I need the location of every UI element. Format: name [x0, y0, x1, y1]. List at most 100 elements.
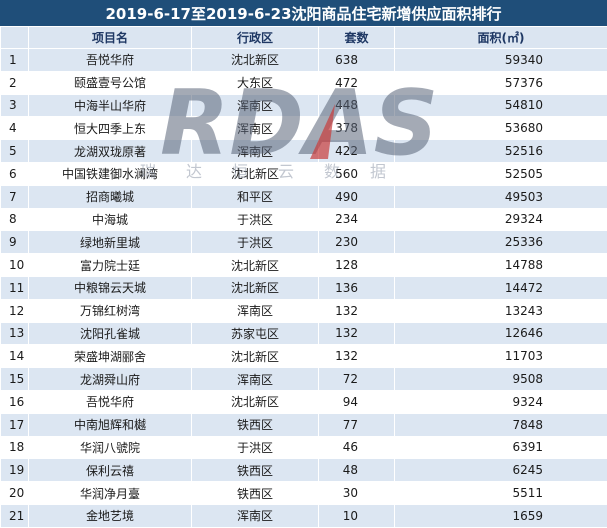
- rank-cell: 5: [1, 140, 29, 163]
- project-name-cell: 绿地新里城: [29, 231, 192, 254]
- district-cell: 浑南区: [192, 94, 319, 117]
- district-cell: 大东区: [192, 71, 319, 94]
- area-cell: 53680: [395, 117, 607, 140]
- area-cell: 5511: [395, 482, 607, 505]
- area-cell: 6245: [395, 459, 607, 482]
- unit-count-cell: 638: [319, 49, 395, 72]
- header-rank: [1, 27, 29, 49]
- area-cell: 57376: [395, 71, 607, 94]
- table-title: 2019-6-17至2019-6-23沈阳商品住宅新增供应面积排行: [0, 0, 607, 26]
- district-cell: 沈北新区: [192, 162, 319, 185]
- area-cell: 59340: [395, 49, 607, 72]
- rank-cell: 16: [1, 390, 29, 413]
- rank-cell: 14: [1, 345, 29, 368]
- project-name-cell: 保利云禧: [29, 459, 192, 482]
- project-name-cell: 中国铁建御水澜湾: [29, 162, 192, 185]
- unit-count-cell: 77: [319, 413, 395, 436]
- project-name-cell: 龙湖舜山府: [29, 368, 192, 391]
- area-cell: 25336: [395, 231, 607, 254]
- district-cell: 于洪区: [192, 231, 319, 254]
- unit-count-cell: 30: [319, 482, 395, 505]
- rank-cell: 19: [1, 459, 29, 482]
- project-name-cell: 龙湖双珑原著: [29, 140, 192, 163]
- area-cell: 13243: [395, 299, 607, 322]
- unit-count-cell: 72: [319, 368, 395, 391]
- rank-cell: 10: [1, 254, 29, 277]
- district-cell: 铁西区: [192, 459, 319, 482]
- district-cell: 于洪区: [192, 436, 319, 459]
- rank-cell: 4: [1, 117, 29, 140]
- header-project-name: 项目名: [29, 27, 192, 49]
- district-cell: 浑南区: [192, 140, 319, 163]
- rank-cell: 3: [1, 94, 29, 117]
- district-cell: 浑南区: [192, 368, 319, 391]
- project-name-cell: 中粮锦云天城: [29, 276, 192, 299]
- unit-count-cell: 94: [319, 390, 395, 413]
- project-name-cell: 中海半山华府: [29, 94, 192, 117]
- unit-count-cell: 422: [319, 140, 395, 163]
- unit-count-cell: 46: [319, 436, 395, 459]
- header-area: 面积(㎡): [395, 27, 607, 49]
- area-cell: 9324: [395, 390, 607, 413]
- project-name-cell: 荣盛坤湖郦舍: [29, 345, 192, 368]
- area-cell: 11703: [395, 345, 607, 368]
- header-unit-count: 套数: [319, 27, 395, 49]
- rank-cell: 2: [1, 71, 29, 94]
- district-cell: 沈北新区: [192, 49, 319, 72]
- rank-cell: 17: [1, 413, 29, 436]
- unit-count-cell: 230: [319, 231, 395, 254]
- area-cell: 29324: [395, 208, 607, 231]
- project-name-cell: 恒大四季上东: [29, 117, 192, 140]
- project-name-cell: 招商曦城: [29, 185, 192, 208]
- unit-count-cell: 132: [319, 345, 395, 368]
- area-cell: 12646: [395, 322, 607, 345]
- project-name-cell: 华润八號院: [29, 436, 192, 459]
- unit-count-cell: 560: [319, 162, 395, 185]
- district-cell: 铁西区: [192, 413, 319, 436]
- rank-cell: 11: [1, 276, 29, 299]
- area-cell: 14472: [395, 276, 607, 299]
- rank-cell: 6: [1, 162, 29, 185]
- rank-cell: 7: [1, 185, 29, 208]
- unit-count-cell: 132: [319, 322, 395, 345]
- header-district: 行政区: [192, 27, 319, 49]
- district-cell: 沈北新区: [192, 276, 319, 299]
- rank-cell: 1: [1, 49, 29, 72]
- unit-count-cell: 48: [319, 459, 395, 482]
- unit-count-cell: 448: [319, 94, 395, 117]
- unit-count-cell: 378: [319, 117, 395, 140]
- district-cell: 和平区: [192, 185, 319, 208]
- unit-count-cell: 136: [319, 276, 395, 299]
- project-name-cell: 中南旭辉和樾: [29, 413, 192, 436]
- project-name-cell: 颐盛壹号公馆: [29, 71, 192, 94]
- rank-cell: 13: [1, 322, 29, 345]
- district-cell: 沈北新区: [192, 345, 319, 368]
- district-cell: 沈北新区: [192, 390, 319, 413]
- district-cell: 苏家屯区: [192, 322, 319, 345]
- table-header-row: 项目名 行政区 套数 面积(㎡): [1, 27, 607, 49]
- area-cell: 7848: [395, 413, 607, 436]
- project-name-cell: 华润净月臺: [29, 482, 192, 505]
- area-cell: 52516: [395, 140, 607, 163]
- unit-count-cell: 490: [319, 185, 395, 208]
- district-cell: 浑南区: [192, 117, 319, 140]
- district-cell: 浑南区: [192, 299, 319, 322]
- rank-cell: 8: [1, 208, 29, 231]
